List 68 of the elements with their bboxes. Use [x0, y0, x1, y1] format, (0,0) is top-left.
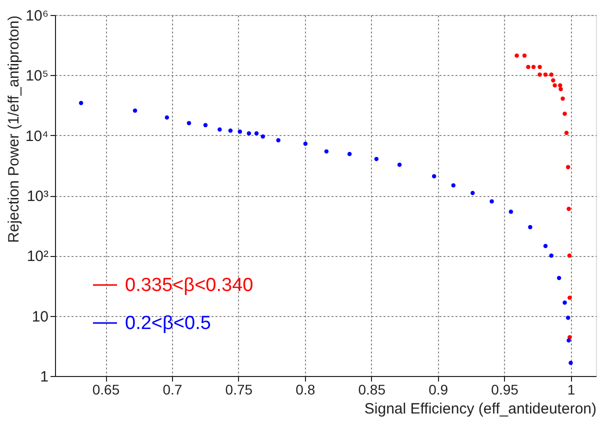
point: [260, 134, 266, 139]
point: [566, 165, 570, 170]
y-tick-label: 10⁴: [25, 128, 48, 145]
point: [549, 72, 554, 77]
point: [558, 86, 563, 92]
x-tick-label: 0.9: [428, 382, 448, 398]
point: [514, 54, 519, 58]
point: [538, 72, 542, 77]
point: [566, 316, 570, 320]
point: [543, 244, 548, 248]
x-tick-label: 0.75: [225, 382, 253, 398]
y-axis-title: Rejection Power (1/eff_antiproton): [5, 16, 22, 243]
point: [556, 276, 562, 280]
point: [528, 225, 532, 230]
point: [522, 54, 527, 58]
x-tick-label: 0.8: [296, 382, 316, 398]
point: [324, 149, 329, 154]
point: [254, 131, 259, 136]
point: [567, 254, 572, 258]
y-tick-label: 10: [32, 308, 48, 326]
x-axis-title: Signal Efficiency (eff_antideuteron): [364, 400, 596, 418]
point: [246, 131, 252, 136]
point: [218, 127, 222, 132]
point: [560, 96, 565, 101]
point: [568, 296, 572, 300]
legend-label: 0.335<β<0.340: [125, 275, 254, 296]
point: [551, 78, 556, 82]
point: [276, 138, 280, 142]
y-tick-label: 10⁵: [26, 68, 48, 85]
point: [303, 142, 308, 146]
point: [562, 112, 567, 116]
point: [78, 100, 84, 106]
point: [538, 64, 542, 70]
point: [164, 115, 170, 120]
x-tick-label: 0.95: [491, 382, 519, 398]
point: [526, 64, 530, 70]
point: [451, 183, 456, 188]
x-tick-label: 0.7: [162, 382, 182, 398]
point: [564, 130, 569, 135]
point: [531, 64, 536, 70]
point: [347, 152, 352, 156]
point: [132, 108, 138, 113]
point: [228, 128, 233, 133]
point: [562, 300, 567, 305]
y-tick-label: 10²: [26, 248, 48, 266]
point: [552, 83, 557, 88]
point: [568, 360, 573, 366]
point: [397, 162, 402, 167]
point: [508, 210, 514, 214]
point: [549, 254, 554, 258]
point: [432, 174, 436, 178]
point: [558, 83, 562, 88]
legend-label: 0.2<β<0.5: [125, 313, 211, 334]
point: [186, 121, 192, 126]
point: [238, 130, 242, 134]
point: [374, 156, 379, 162]
point: [470, 190, 475, 196]
y-tick-label: 10⁶: [26, 8, 48, 24]
point: [543, 72, 548, 77]
point: [566, 206, 571, 211]
x-tick-label: 0.65: [92, 382, 120, 398]
point: [490, 199, 494, 204]
y-tick-label: 1: [40, 368, 48, 386]
x-tick-label: 0.85: [358, 382, 386, 398]
y-tick-label: 10³: [26, 188, 48, 205]
point: [203, 122, 208, 128]
x-tick-label: 1: [567, 382, 576, 398]
point: [566, 338, 571, 343]
